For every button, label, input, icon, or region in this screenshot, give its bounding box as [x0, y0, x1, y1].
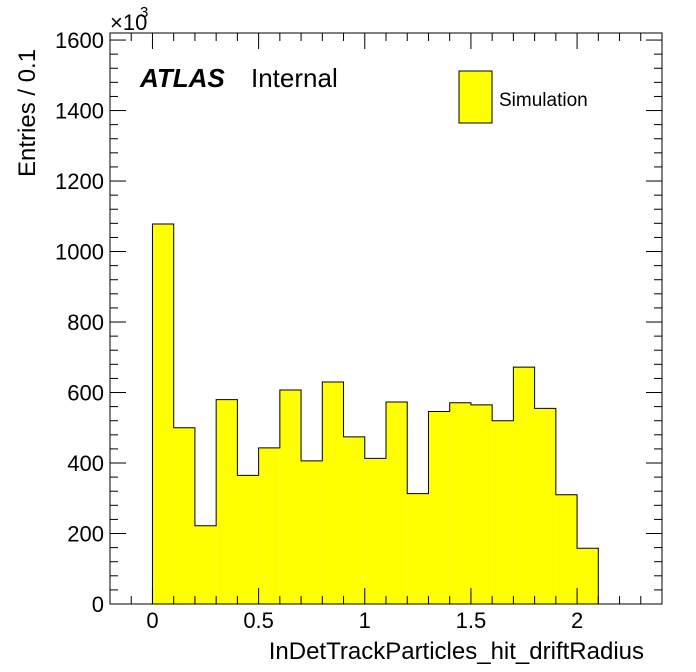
x-axis-label: InDetTrackParticles_hit_driftRadius: [269, 638, 644, 665]
x-axis-ticks: 0 0.5 1 1.5 2: [109, 33, 663, 633]
histogram-outline: [151, 223, 599, 604]
histogram-bar: [407, 493, 429, 604]
histogram-bar: [343, 436, 365, 604]
atlas-label: ATLAS: [139, 63, 225, 93]
legend-label: Simulation: [499, 90, 588, 111]
y-tick-label: 0: [92, 592, 104, 617]
legend-swatch: [458, 70, 493, 124]
y-multiplier-exponent: 3: [140, 4, 148, 21]
x-tick-label: 1: [359, 608, 371, 633]
y-axis-ticks: 0 200 400 600 800 1000 1200 1400 1600: [55, 28, 662, 617]
histogram-bar: [301, 460, 323, 604]
y-tick-label: 800: [67, 310, 104, 335]
histogram-bar: [513, 367, 535, 604]
y-tick-label: 400: [67, 451, 104, 476]
histogram-bar: [577, 548, 599, 604]
histogram-bar: [322, 381, 344, 604]
y-axis-label: Entries / 0.1: [14, 49, 41, 177]
y-tick-label: 1200: [55, 169, 104, 194]
x-tick-label: 0.5: [243, 608, 274, 633]
histogram-bar: [386, 402, 408, 604]
histogram-bar: [428, 411, 450, 604]
histogram-bars: [151, 223, 599, 604]
histogram-bar: [534, 408, 556, 604]
histogram-bar: [492, 420, 514, 604]
histogram-bar: [237, 475, 259, 604]
histogram-bar: [449, 402, 471, 604]
internal-label: Internal: [251, 63, 338, 93]
y-tick-label: 200: [67, 522, 104, 547]
x-tick-label: 0: [146, 608, 158, 633]
y-tick-label: 600: [67, 381, 104, 406]
y-tick-label: 1600: [55, 28, 104, 53]
histogram-bar: [194, 525, 217, 604]
histogram-bar: [555, 494, 578, 604]
histogram-bar: [258, 447, 280, 604]
y-multiplier-base: ×10: [110, 10, 147, 35]
x-tick-label: 2: [571, 608, 583, 633]
histogram-bar: [173, 427, 195, 604]
histogram-bar: [470, 404, 493, 604]
y-tick-label: 1400: [55, 99, 104, 124]
histogram-bar: [216, 399, 238, 604]
histogram-bar: [279, 390, 302, 604]
histogram-bar: [364, 458, 386, 604]
histogram-bar: [152, 224, 174, 604]
y-tick-label: 1000: [55, 240, 104, 265]
x-tick-label: 1.5: [456, 608, 487, 633]
